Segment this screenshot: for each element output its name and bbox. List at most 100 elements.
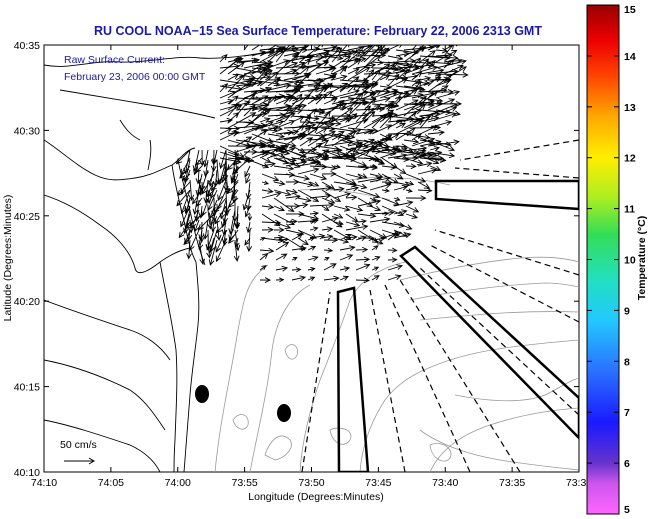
current-vector	[411, 57, 422, 69]
colorbar-tick-label: 15	[624, 4, 636, 16]
x-tick-label: 73:45	[365, 477, 391, 489]
current-vector	[235, 125, 261, 135]
current-vector	[261, 203, 275, 210]
current-vector	[235, 80, 263, 93]
current-vector	[251, 133, 274, 144]
current-vector	[331, 45, 350, 63]
current-vector	[208, 199, 218, 220]
y-tick-label: 40:35	[14, 40, 40, 52]
current-vector	[215, 219, 222, 241]
current-vector	[345, 224, 369, 231]
current-vector	[273, 157, 290, 165]
current-vector	[393, 165, 407, 175]
current-vector	[259, 277, 271, 283]
current-vector	[227, 112, 257, 129]
current-vector	[246, 221, 252, 234]
colorbar-tick-label: 12	[624, 153, 636, 165]
current-vector	[307, 236, 316, 242]
current-vector	[243, 104, 256, 117]
current-vector	[285, 193, 301, 200]
colorbar-tick-label: 14	[624, 51, 636, 63]
legend-line-1: Raw Surface Current:	[64, 54, 165, 66]
current-vector	[217, 179, 227, 202]
current-vector	[198, 239, 206, 266]
transect-box-south	[336, 286, 370, 472]
y-tick-label: 40:15	[14, 382, 40, 394]
current-vector	[285, 229, 305, 236]
current-vector	[222, 209, 229, 224]
current-vector	[267, 45, 278, 51]
current-vector	[345, 221, 361, 228]
current-vector	[405, 155, 419, 161]
current-vector	[403, 95, 427, 117]
current-vector	[443, 64, 464, 75]
current-vector	[355, 99, 370, 106]
current-vector	[381, 211, 390, 216]
current-vector	[307, 134, 326, 147]
current-vector	[371, 63, 396, 87]
current-vector	[315, 66, 337, 75]
colorbar-tick-label: 6	[624, 458, 630, 470]
current-vector	[347, 68, 360, 75]
current-vector	[419, 76, 432, 82]
current-vector	[331, 74, 348, 81]
current-vector	[403, 138, 420, 145]
current-vector	[393, 184, 409, 191]
current-vector	[273, 221, 292, 229]
current-vector	[299, 83, 321, 105]
current-vector	[283, 93, 303, 117]
current-vector	[283, 147, 296, 153]
x-tick-label: 73:40	[432, 477, 458, 489]
current-vector	[227, 61, 245, 75]
current-vector	[195, 169, 202, 185]
current-vector	[371, 275, 380, 281]
current-vector	[219, 57, 241, 75]
current-vector	[291, 267, 302, 273]
current-vector	[208, 239, 218, 266]
current-vector	[194, 199, 200, 223]
current-vector	[206, 209, 213, 230]
current-vector	[235, 136, 253, 147]
current-vector	[242, 189, 251, 211]
current-vector	[275, 104, 292, 111]
current-vector	[333, 164, 341, 169]
current-vector	[357, 189, 381, 199]
current-vector	[261, 180, 270, 185]
current-vector	[419, 139, 442, 147]
current-vector	[307, 267, 316, 272]
current-vector	[243, 74, 272, 81]
current-vector	[427, 139, 456, 152]
current-vector	[261, 149, 277, 157]
current-vector	[333, 213, 344, 219]
current-vector	[251, 129, 268, 141]
current-vector	[345, 144, 363, 151]
current-vector	[411, 91, 435, 99]
current-vector	[275, 129, 294, 136]
current-vector	[405, 173, 427, 183]
current-vector	[227, 73, 240, 81]
x-axis-label: Longitude (Degrees:Minutes)	[248, 491, 383, 503]
current-vector	[267, 46, 284, 63]
current-vector	[331, 134, 343, 141]
current-vector	[357, 199, 382, 207]
current-vector	[403, 65, 425, 75]
current-vector	[381, 188, 390, 193]
current-vector	[371, 124, 393, 135]
current-vector	[331, 45, 338, 51]
current-vector	[307, 276, 316, 281]
current-vector	[219, 127, 233, 135]
current-vector	[233, 239, 240, 262]
current-vector	[369, 209, 395, 216]
current-vector	[417, 187, 433, 194]
current-vector	[235, 64, 263, 81]
current-vector	[419, 90, 439, 105]
current-vector	[275, 236, 290, 243]
current-vector	[371, 134, 393, 147]
current-vector	[297, 181, 314, 188]
current-vector	[183, 209, 191, 229]
current-vector	[355, 55, 382, 75]
current-vector	[323, 47, 343, 63]
current-vector	[369, 197, 377, 202]
current-vector	[323, 103, 343, 117]
current-vector	[333, 205, 351, 212]
